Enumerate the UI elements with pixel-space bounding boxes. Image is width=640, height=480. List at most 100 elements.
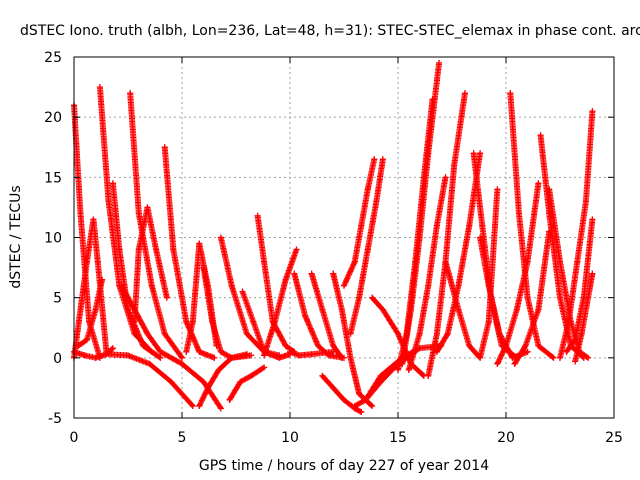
data-point bbox=[477, 150, 484, 157]
data-point bbox=[118, 282, 125, 289]
data-point bbox=[436, 60, 443, 67]
series-arc-45 bbox=[572, 270, 596, 365]
series-arc-33 bbox=[425, 90, 468, 379]
series-arc-15 bbox=[217, 234, 283, 359]
data-point bbox=[546, 186, 553, 193]
data-point bbox=[557, 354, 563, 361]
data-point bbox=[135, 246, 142, 253]
data-point bbox=[425, 372, 432, 379]
data-point bbox=[125, 352, 131, 359]
data-point bbox=[116, 246, 123, 253]
data-point bbox=[509, 354, 516, 361]
series-arc-07 bbox=[127, 90, 185, 361]
data-point bbox=[81, 352, 88, 359]
data-point bbox=[250, 318, 257, 325]
series-arc-24 bbox=[330, 270, 376, 409]
data-point bbox=[477, 354, 484, 361]
y-tick-label: 20 bbox=[44, 110, 62, 126]
data-point bbox=[261, 364, 268, 371]
series-arc-39 bbox=[507, 90, 557, 361]
data-point bbox=[379, 156, 386, 163]
data-point bbox=[356, 294, 363, 301]
data-point bbox=[189, 318, 196, 325]
series-layer bbox=[71, 60, 596, 415]
y-tick-label: 10 bbox=[44, 231, 62, 247]
data-point bbox=[511, 360, 518, 367]
x-tick-label: 15 bbox=[389, 430, 407, 446]
data-point bbox=[163, 294, 170, 301]
data-point bbox=[170, 246, 177, 253]
data-point bbox=[109, 180, 116, 187]
series-arc-23 bbox=[308, 270, 345, 361]
data-point bbox=[239, 288, 246, 295]
series-arc-02 bbox=[71, 216, 110, 361]
data-point bbox=[477, 234, 484, 241]
marker-trail bbox=[254, 212, 298, 355]
data-point bbox=[228, 354, 235, 361]
data-point bbox=[341, 282, 347, 289]
data-point bbox=[557, 258, 563, 265]
data-point bbox=[161, 144, 168, 151]
data-point bbox=[589, 108, 596, 115]
data-point bbox=[302, 312, 309, 319]
data-point bbox=[135, 210, 142, 217]
data-point bbox=[589, 216, 596, 223]
data-point bbox=[330, 342, 337, 349]
data-point bbox=[524, 294, 531, 301]
data-point bbox=[217, 234, 224, 241]
y-tick-label: -5 bbox=[48, 411, 62, 427]
data-point bbox=[347, 330, 354, 337]
data-point bbox=[550, 354, 557, 361]
data-point bbox=[371, 156, 378, 163]
series-arc-10 bbox=[131, 204, 170, 325]
data-point bbox=[215, 366, 222, 373]
data-point bbox=[416, 234, 423, 241]
marker-trail bbox=[226, 364, 268, 403]
series-arc-26 bbox=[347, 156, 386, 337]
data-point bbox=[179, 360, 185, 367]
marker-trail bbox=[330, 270, 376, 409]
data-point bbox=[563, 348, 570, 355]
series-arc-16 bbox=[226, 364, 268, 403]
data-point bbox=[433, 330, 440, 337]
data-point bbox=[293, 246, 300, 253]
data-point bbox=[451, 162, 458, 169]
data-point bbox=[351, 402, 358, 409]
data-point bbox=[405, 366, 412, 373]
x-tick-label: 0 bbox=[70, 430, 79, 446]
marker-trail bbox=[71, 216, 110, 361]
x-tick-label: 20 bbox=[497, 430, 515, 446]
data-point bbox=[522, 342, 529, 349]
data-point bbox=[127, 90, 134, 97]
data-point bbox=[373, 198, 380, 205]
data-point bbox=[585, 294, 592, 301]
data-point bbox=[455, 282, 462, 289]
series-arc-09 bbox=[105, 351, 196, 409]
data-point bbox=[92, 306, 99, 313]
data-point bbox=[351, 258, 358, 265]
marker-trail bbox=[131, 204, 170, 325]
data-point bbox=[330, 384, 337, 391]
data-point bbox=[308, 351, 315, 358]
series-arc-14 bbox=[200, 264, 255, 361]
data-point bbox=[466, 342, 473, 349]
x-axis-label: GPS time / hours of day 227 of year 2014 bbox=[199, 458, 489, 474]
data-point bbox=[362, 396, 369, 403]
data-point bbox=[585, 354, 592, 361]
series-arc-11 bbox=[161, 144, 218, 361]
data-point bbox=[395, 330, 401, 337]
data-point bbox=[433, 348, 440, 355]
y-tick-label: 5 bbox=[53, 291, 62, 307]
data-point bbox=[407, 306, 414, 313]
data-point bbox=[330, 270, 337, 277]
data-point bbox=[291, 270, 298, 277]
data-point bbox=[574, 258, 581, 265]
data-point bbox=[379, 306, 386, 313]
series-arc-34 bbox=[433, 150, 484, 355]
data-point bbox=[248, 372, 255, 379]
data-point bbox=[356, 390, 363, 397]
data-point bbox=[364, 246, 371, 253]
data-point bbox=[470, 150, 477, 157]
data-point bbox=[358, 408, 365, 415]
